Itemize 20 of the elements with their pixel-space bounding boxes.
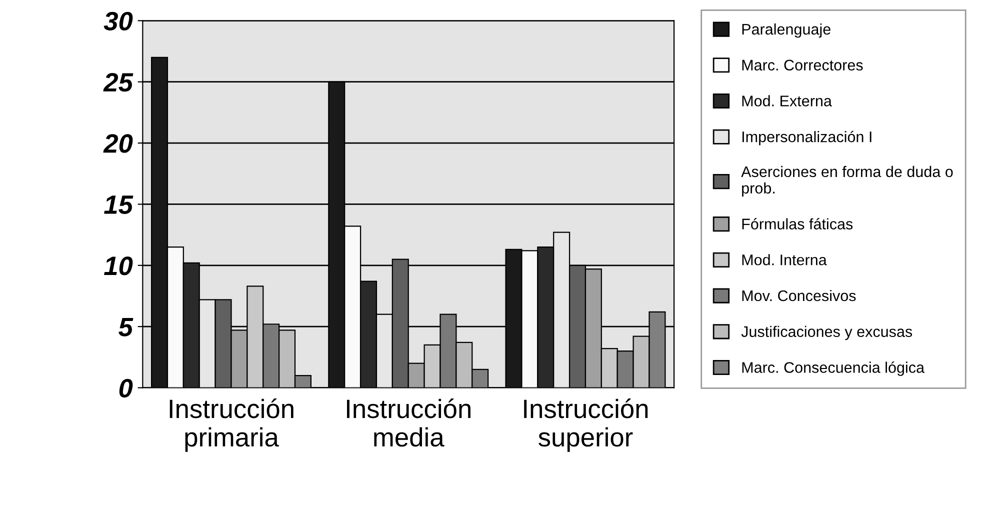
legend-label: Mod. Interna: [742, 254, 827, 266]
legend-label: Aserciones en forma de duda o prob.: [741, 166, 953, 197]
legend-label: Mod. Externa: [742, 95, 832, 106]
legend-label: Impersonalización I: [742, 130, 872, 146]
y-tick-label: 25: [103, 72, 134, 92]
legend-label: Marc. Correctores: [742, 60, 863, 71]
legend-label: Mov. Concesivos: [742, 290, 856, 302]
legend-label: Paralenguaje: [742, 23, 830, 38]
x-tick-label: Instrucción primaria: [170, 398, 294, 452]
y-tick-label: 15: [104, 196, 134, 214]
y-tick-label: 0: [119, 378, 133, 398]
y-tick-label: 20: [103, 134, 133, 153]
x-tick-label: Instrucción superior: [524, 398, 648, 452]
legend-label: Fórmulas fáticas: [742, 218, 853, 230]
y-tick-label: 5: [118, 318, 134, 336]
y-tick-label: 10: [104, 256, 133, 276]
x-tick-label: Instrucción media: [347, 398, 470, 447]
y-tick-label: 30: [104, 12, 133, 30]
legend-label: Marc. Consecuencia lógica: [742, 362, 925, 376]
legend-label: Justificaciones y excusas: [741, 326, 912, 340]
